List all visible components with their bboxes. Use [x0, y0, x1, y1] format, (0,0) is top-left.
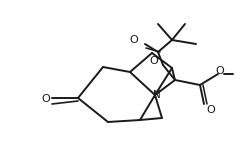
Text: O: O — [150, 56, 158, 66]
Text: O: O — [207, 105, 215, 115]
Text: O: O — [130, 35, 138, 45]
Text: O: O — [216, 66, 224, 76]
Text: N: N — [153, 90, 161, 100]
Text: O: O — [42, 94, 50, 104]
